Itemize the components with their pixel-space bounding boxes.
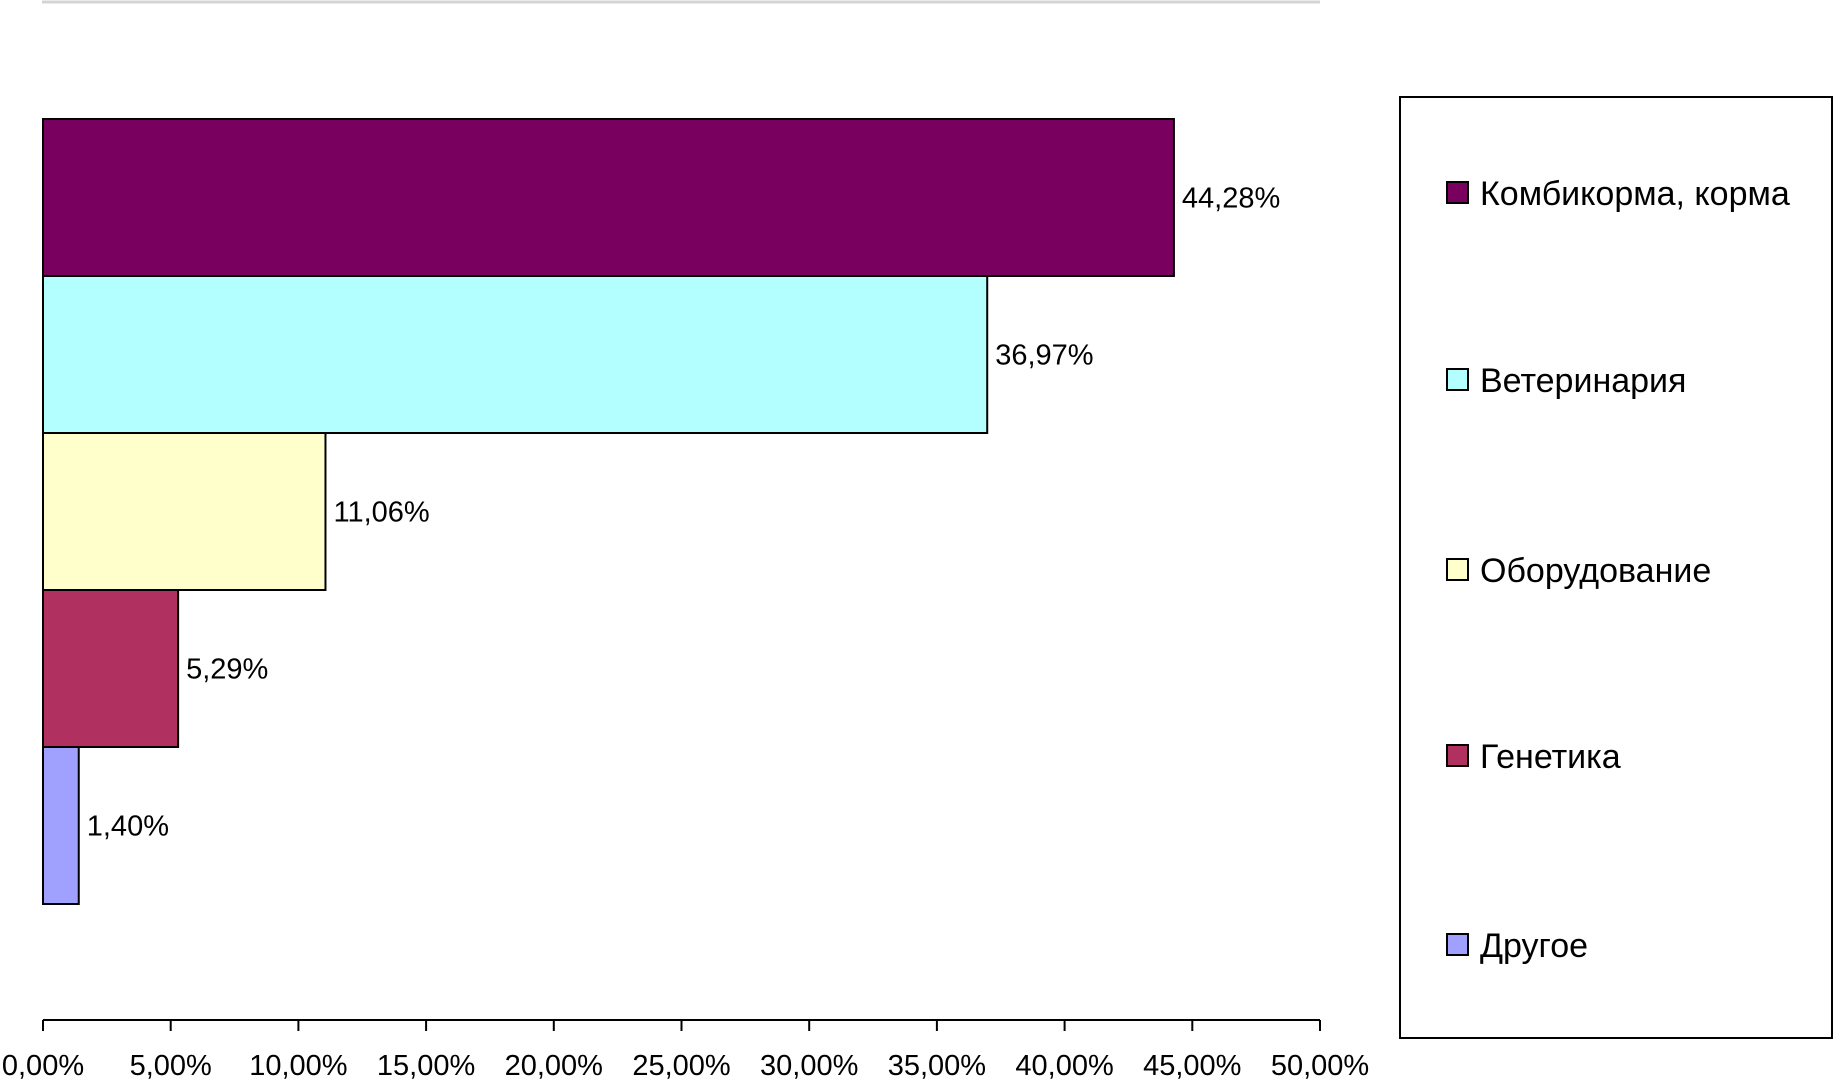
- legend-label-1: Комбикорма, корма: [1480, 175, 1790, 213]
- x-tick-label-0: 0,00%: [2, 1050, 84, 1080]
- legend-label-4: Генетика: [1480, 738, 1621, 776]
- x-tick-label-5: 25,00%: [632, 1050, 730, 1080]
- x-tick-label-7: 35,00%: [888, 1050, 986, 1080]
- bar-4: [42, 589, 180, 748]
- data-label-2: 36,97%: [995, 340, 1093, 372]
- data-label-5: 1,40%: [87, 811, 169, 843]
- legend-label-3: Оборудование: [1480, 552, 1711, 590]
- x-tick-label-2: 10,00%: [249, 1050, 347, 1080]
- x-tick-label-3: 15,00%: [377, 1050, 475, 1080]
- x-tick-label-9: 45,00%: [1143, 1050, 1241, 1080]
- x-tick-label-10: 50,00%: [1271, 1050, 1369, 1080]
- legend-swatch-2: [1446, 368, 1469, 391]
- bars-group: [42, 118, 1175, 905]
- data-label-1: 44,28%: [1182, 183, 1280, 215]
- legend-swatch-3: [1446, 558, 1469, 581]
- legend-swatch-1: [1446, 181, 1469, 204]
- bar-5: [42, 746, 80, 905]
- legend-label-2: Ветеринария: [1480, 362, 1686, 400]
- legend: Комбикорма, корма Ветеринария Оборудование…: [1399, 96, 1833, 1039]
- x-tick-label-1: 5,00%: [130, 1050, 212, 1080]
- bar-2: [42, 275, 989, 434]
- legend-swatch-4: [1446, 744, 1469, 767]
- x-tick-label-8: 40,00%: [1015, 1050, 1113, 1080]
- bar-3: [42, 432, 327, 591]
- data-labels-group: 44,28% 36,97% 11,06% 5,29% 1,40%: [87, 183, 1281, 843]
- legend-label-5: Другое: [1480, 927, 1588, 965]
- data-label-3: 11,06%: [333, 497, 429, 529]
- legend-swatch-5: [1446, 933, 1469, 956]
- x-axis: 0,00% 5,00% 10,00% 15,00% 20,00% 25,00% 30,00%…: [2, 1019, 1369, 1080]
- bar-1: [42, 118, 1175, 277]
- x-tick-label-6: 30,00%: [760, 1050, 858, 1080]
- legend-box: [1399, 96, 1833, 1039]
- data-label-4: 5,29%: [186, 654, 268, 686]
- x-tick-label-4: 20,00%: [505, 1050, 603, 1080]
